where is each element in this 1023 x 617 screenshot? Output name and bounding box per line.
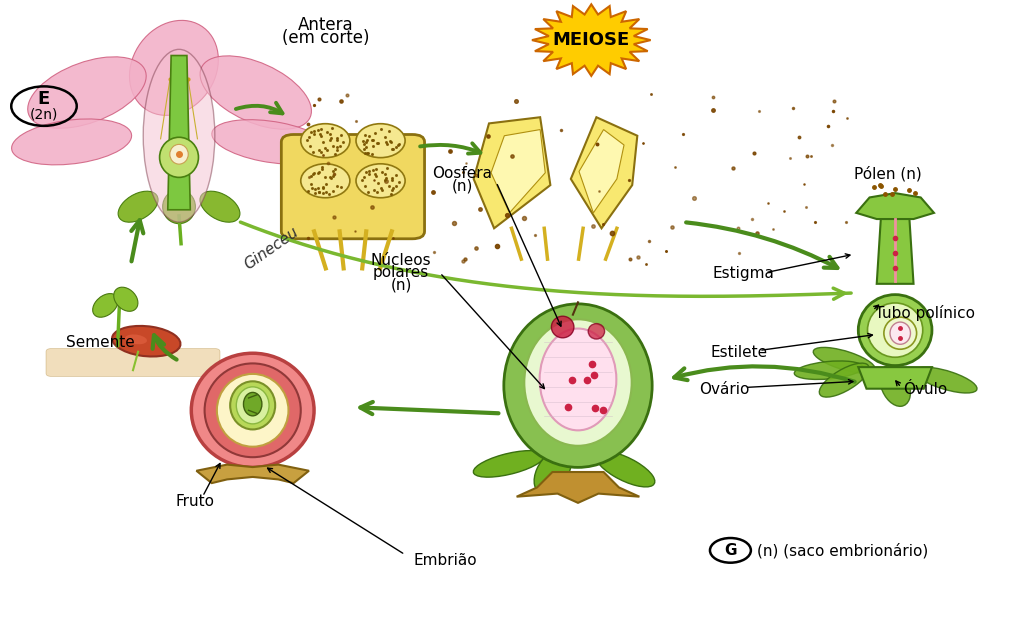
- Ellipse shape: [884, 317, 917, 349]
- Ellipse shape: [890, 322, 910, 344]
- Ellipse shape: [163, 190, 195, 224]
- Text: Ovário: Ovário: [699, 383, 749, 397]
- Ellipse shape: [236, 387, 269, 424]
- Ellipse shape: [230, 381, 275, 429]
- Ellipse shape: [160, 138, 198, 178]
- Text: Estilete: Estilete: [711, 346, 768, 360]
- Text: (n): (n): [452, 179, 473, 194]
- Polygon shape: [856, 193, 934, 219]
- Ellipse shape: [301, 123, 350, 158]
- Ellipse shape: [819, 363, 870, 397]
- Text: Óvulo: Óvulo: [903, 383, 947, 397]
- Text: Embrião: Embrião: [413, 553, 477, 568]
- Ellipse shape: [201, 56, 311, 129]
- Ellipse shape: [503, 304, 653, 468]
- Ellipse shape: [191, 353, 314, 468]
- Ellipse shape: [474, 450, 544, 477]
- Text: MEIOSE: MEIOSE: [552, 31, 630, 49]
- Polygon shape: [491, 130, 545, 213]
- Polygon shape: [877, 219, 914, 284]
- Ellipse shape: [813, 347, 875, 373]
- Ellipse shape: [916, 367, 977, 393]
- Ellipse shape: [205, 363, 301, 457]
- Text: G: G: [724, 543, 737, 558]
- Ellipse shape: [880, 365, 910, 407]
- Ellipse shape: [125, 334, 147, 344]
- Text: Gineceu: Gineceu: [241, 224, 301, 272]
- Polygon shape: [571, 117, 637, 228]
- Text: Tubo polínico: Tubo polínico: [875, 305, 975, 321]
- Text: (em corte): (em corte): [281, 29, 369, 48]
- Text: E: E: [38, 89, 50, 108]
- Ellipse shape: [113, 326, 180, 357]
- Ellipse shape: [534, 449, 572, 494]
- Ellipse shape: [11, 119, 132, 165]
- Polygon shape: [532, 4, 651, 76]
- Ellipse shape: [794, 361, 863, 379]
- Ellipse shape: [199, 191, 240, 222]
- Ellipse shape: [217, 374, 288, 447]
- Text: (n) (saco embrionário): (n) (saco embrionário): [757, 542, 928, 558]
- Ellipse shape: [114, 287, 138, 312]
- Ellipse shape: [93, 294, 118, 317]
- Polygon shape: [168, 56, 190, 210]
- Ellipse shape: [551, 316, 574, 338]
- Text: polares: polares: [373, 265, 429, 280]
- Ellipse shape: [118, 191, 159, 222]
- Polygon shape: [474, 117, 550, 228]
- Ellipse shape: [243, 392, 262, 416]
- Text: Fruto: Fruto: [176, 494, 215, 508]
- Text: Estigma: Estigma: [712, 267, 773, 281]
- Ellipse shape: [595, 451, 655, 487]
- Ellipse shape: [858, 294, 932, 365]
- Ellipse shape: [540, 328, 616, 431]
- Polygon shape: [517, 472, 639, 503]
- Text: Oosfera: Oosfera: [433, 167, 492, 181]
- Ellipse shape: [356, 164, 405, 198]
- Polygon shape: [196, 465, 309, 483]
- Ellipse shape: [212, 120, 330, 164]
- Ellipse shape: [524, 320, 631, 445]
- FancyBboxPatch shape: [281, 135, 425, 239]
- Text: Semente: Semente: [66, 335, 135, 350]
- Ellipse shape: [868, 303, 923, 357]
- Ellipse shape: [356, 123, 405, 158]
- Text: Antera: Antera: [298, 15, 353, 34]
- Ellipse shape: [588, 324, 605, 339]
- FancyBboxPatch shape: [46, 349, 220, 376]
- Ellipse shape: [143, 49, 215, 222]
- Polygon shape: [579, 130, 624, 213]
- Ellipse shape: [301, 164, 350, 198]
- Text: Pólen (n): Pólen (n): [854, 166, 922, 182]
- Text: (2n): (2n): [30, 108, 58, 122]
- Text: (n): (n): [391, 278, 411, 292]
- Ellipse shape: [170, 144, 188, 164]
- Polygon shape: [858, 367, 932, 389]
- Ellipse shape: [28, 57, 146, 128]
- Text: Núcleos: Núcleos: [370, 253, 432, 268]
- Ellipse shape: [130, 20, 218, 115]
